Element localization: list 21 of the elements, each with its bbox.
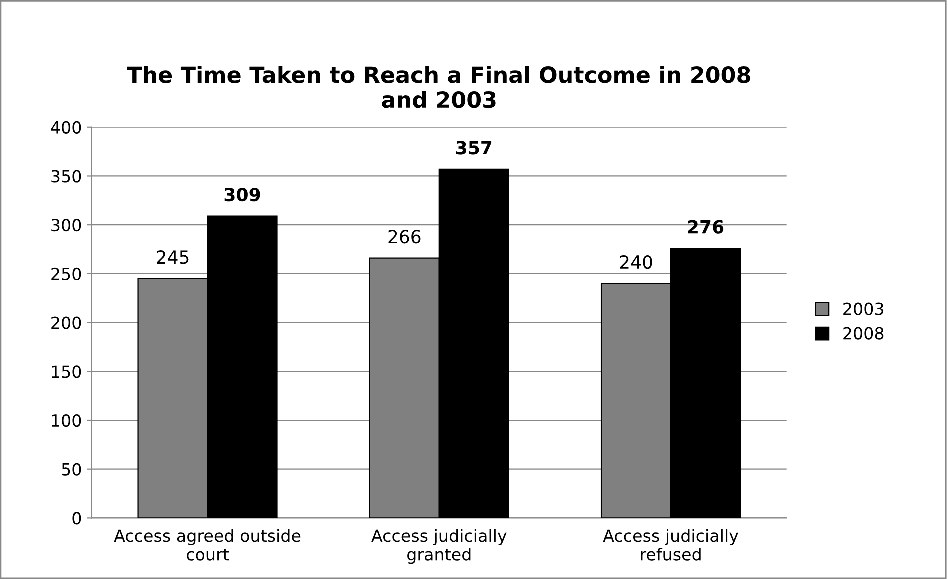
x-tick-label: Access judicially granted (372, 529, 507, 564)
data-label: 309 (224, 188, 260, 202)
data-label: 245 (157, 250, 189, 264)
y-tick-label: 50 (62, 463, 82, 476)
x-tick-label: Access agreed outside court (114, 529, 301, 561)
x-tick-label: Access judicially refused (603, 529, 738, 561)
data-label: 266 (388, 230, 421, 244)
legend-label: 2003 (844, 302, 884, 316)
y-tick-label: 300 (52, 219, 82, 232)
y-tick-label: 100 (52, 414, 82, 428)
data-label: 357 (456, 141, 492, 155)
data-label: 240 (620, 255, 652, 270)
legend-label: 2008 (844, 327, 884, 340)
y-tick-label: 200 (52, 316, 82, 330)
y-tick-label: 250 (52, 268, 82, 281)
y-tick-label: 150 (52, 366, 82, 378)
y-tick-label: 400 (51, 121, 82, 134)
chart-title: The Time Taken to Reach a Final Outcome in 2008 and 2003 (127, 66, 750, 108)
data-label: 276 (688, 220, 724, 234)
y-tick-label: 0 (72, 512, 82, 525)
y-tick-label: 350 (52, 170, 82, 183)
